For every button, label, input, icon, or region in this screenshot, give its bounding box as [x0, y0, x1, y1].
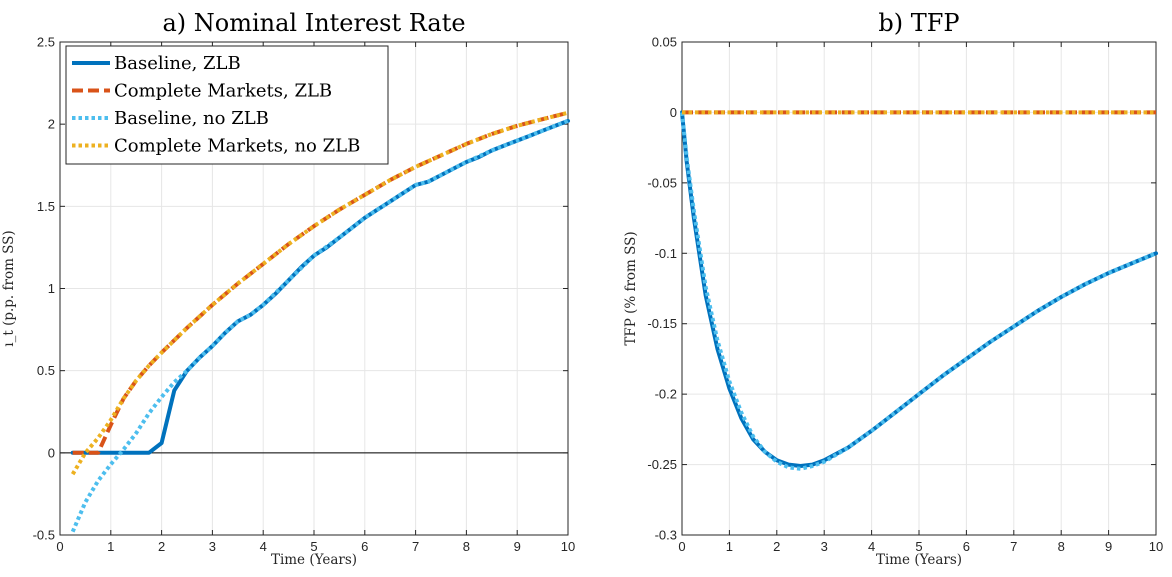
panel-b-xtick-label: 8 [1058, 539, 1065, 554]
panel-b-ytick-label: 0 [670, 105, 677, 120]
panel-a-xtick-label: 3 [209, 539, 216, 554]
panel-b-xtick-label: 5 [915, 539, 922, 554]
panel-b-ytick-label: -0.2 [655, 387, 677, 402]
panel-b-xtick-label: 7 [1010, 539, 1017, 554]
panel-a-series-baseline-no-zlb [70, 119, 569, 533]
panel-a-ytick-label: 1 [48, 281, 55, 296]
panel-b-ytick-label: 0.05 [652, 35, 677, 50]
panel-b-ytick-label: -0.3 [655, 528, 677, 543]
panel-a-series-complete-markets-no-zlb [70, 110, 569, 476]
panel-a-xtick-label: 7 [412, 539, 419, 554]
panel-b-title: b) TFP [878, 9, 959, 37]
panel-a-xtick-label: 6 [361, 539, 368, 554]
panel-a-ytick-label: 0 [48, 445, 55, 460]
panel-a-ytick-label: 2.5 [37, 35, 55, 50]
panel-a-series-baseline-zlb [70, 118, 570, 455]
panel-a-ytick-label: -0.5 [33, 528, 55, 543]
panel-a-x-axis-label: Time (Years) [271, 552, 357, 568]
panel-a-xtick-label: 9 [514, 539, 521, 554]
panel-a-xtick-label: 8 [463, 539, 470, 554]
panel-b-ytick-label: -0.25 [647, 457, 677, 472]
panel-b-xtick-label: 6 [963, 539, 970, 554]
panel-b-xtick-label: 2 [773, 539, 780, 554]
panel-a-xtick-label: 5 [310, 539, 317, 554]
panel-a-y-axis-label: ı_t (p.p. from SS) [1, 230, 17, 346]
panel-b-ytick-label: -0.1 [655, 246, 677, 261]
panel-b-x-axis-label: Time (Years) [876, 552, 962, 568]
panel-b-tfp: 0 1 2 3 4 5 6 7 8 9 10 -0.3 -0.25 -0.2 -0.15 -0.1 -0.05 0… [623, 9, 1163, 568]
panel-a-legend-label: Complete Markets, ZLB [114, 81, 332, 102]
panel-b-ytick-label: -0.15 [647, 316, 677, 331]
panel-a-ytick-label: 1.5 [37, 199, 55, 214]
panel-b-xtick-label: 1 [726, 539, 733, 554]
panel-a-xtick-label: 2 [158, 539, 165, 554]
panel-b-y-axis-label: TFP (% from SS) [623, 231, 639, 345]
panel-a-title: a) Nominal Interest Rate [162, 9, 465, 37]
panel-a-legend-label: Baseline, ZLB [114, 53, 241, 74]
panel-a-nominal-interest-rate: 0 1 2 3 4 5 6 7 8 9 10-0.500.511.522.5a) Nominal I… [1, 9, 575, 568]
panel-a-legend-box [65, 45, 389, 165]
panel-b-xtick-label: 3 [821, 539, 828, 554]
panel-b-ytick-label: -0.05 [647, 175, 677, 190]
panel-b-series-baseline-no-zlb [680, 112, 1157, 471]
panel-b-xtick-label: 0 [678, 539, 685, 554]
panel-a-legend-label: Complete Markets, no ZLB [114, 136, 360, 157]
panel-a-xtick-label: 10 [561, 539, 575, 554]
panel-a-xtick-label: 0 [56, 539, 63, 554]
panel-a-legend-label: Baseline, no ZLB [114, 108, 269, 129]
panel-b-xtick-label: 10 [1149, 539, 1163, 554]
panel-a-xtick-label: 1 [107, 539, 114, 554]
panel-b-xtick-label: 4 [868, 539, 875, 554]
panel-a-ytick-label: 2 [48, 117, 55, 132]
panel-b-xtick-label: 9 [1105, 539, 1112, 554]
panel-a-ytick-label: 0.5 [37, 363, 55, 378]
panel-a-xtick-label: 4 [260, 539, 267, 554]
